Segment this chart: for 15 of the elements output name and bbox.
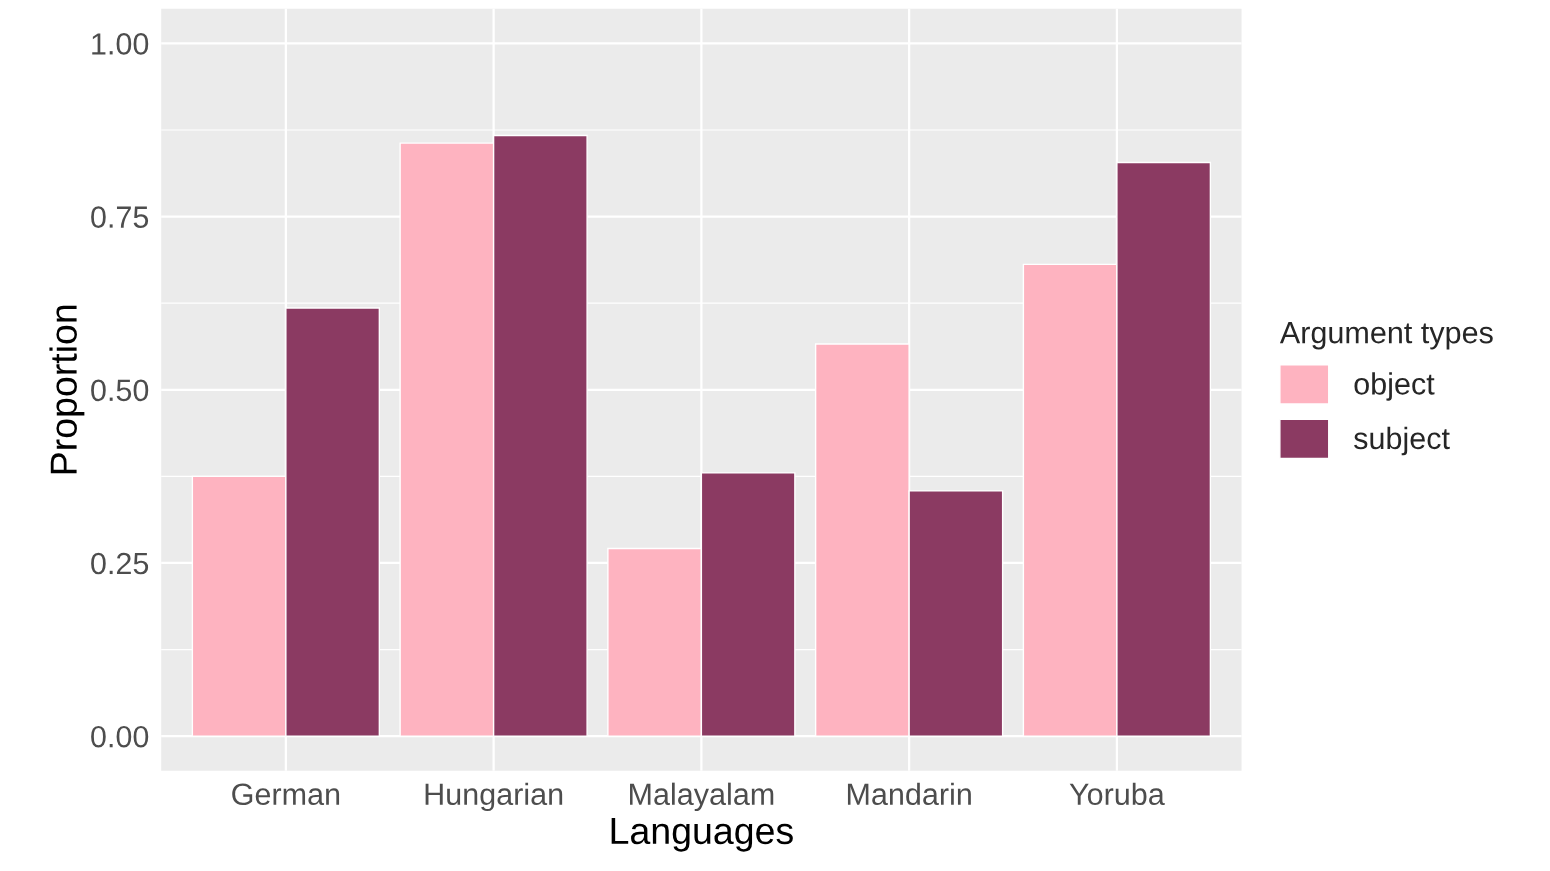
- legend-label: subject: [1354, 426, 1450, 456]
- x-tick-label: German: [232, 783, 340, 806]
- x-axis-title: Languages: [611, 818, 793, 852]
- y-axis-title: Proportion: [49, 305, 85, 474]
- y-tick-label: 0.50: [91, 379, 149, 402]
- x-tick-label: Hungarian: [425, 782, 563, 812]
- y-tick-label: 0.00: [91, 725, 149, 748]
- x-tick-label: Mandarin: [847, 782, 971, 806]
- y-tick-label: 0.25: [91, 552, 149, 575]
- legend-title: Argument types: [1279, 322, 1493, 350]
- x-tick-label: Yoruba: [1069, 782, 1165, 806]
- y-tick-label: 1.00: [92, 33, 149, 55]
- legend-label: object: [1354, 372, 1435, 401]
- x-tick-label: Malayalam: [630, 782, 774, 812]
- y-tick-label: 0.75: [91, 206, 149, 228]
